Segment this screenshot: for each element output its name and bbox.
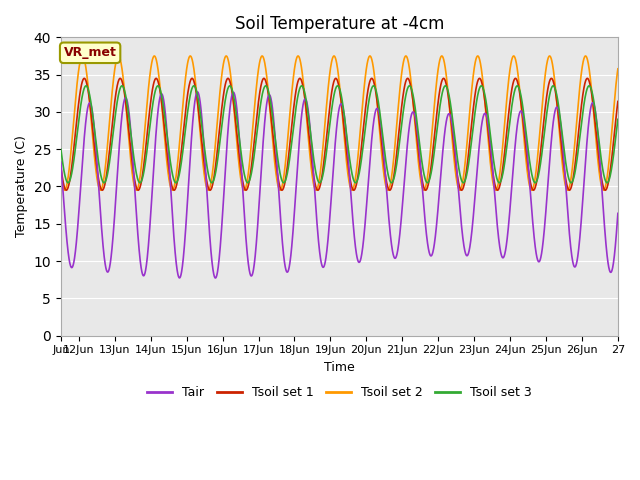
Line: Tair: Tair xyxy=(61,92,618,278)
Line: Tsoil set 3: Tsoil set 3 xyxy=(61,86,618,183)
Text: VR_met: VR_met xyxy=(64,46,116,60)
Tsoil set 2 xyxy=(614,66,621,72)
Tair xyxy=(57,159,65,165)
Tsoil set 1 xyxy=(543,90,551,96)
Tair xyxy=(212,275,220,281)
Tsoil set 3 xyxy=(543,107,551,112)
Y-axis label: Temperature (C): Temperature (C) xyxy=(15,135,28,238)
Tsoil set 2 xyxy=(604,173,611,179)
Tair xyxy=(295,142,303,148)
Tsoil set 2 xyxy=(57,175,65,180)
Tair xyxy=(193,89,201,95)
Tsoil set 3 xyxy=(154,83,161,89)
X-axis label: Time: Time xyxy=(324,361,355,374)
Tsoil set 3 xyxy=(118,83,126,89)
Tsoil set 3 xyxy=(295,89,303,95)
Legend: Tair, Tsoil set 1, Tsoil set 2, Tsoil set 3: Tair, Tsoil set 1, Tsoil set 2, Tsoil se… xyxy=(142,381,537,404)
Line: Tsoil set 2: Tsoil set 2 xyxy=(61,56,618,190)
Tsoil set 2 xyxy=(154,63,161,69)
Tsoil set 3 xyxy=(531,180,539,186)
Tair xyxy=(604,254,611,260)
Tair xyxy=(543,190,551,195)
Title: Soil Temperature at -4cm: Soil Temperature at -4cm xyxy=(235,15,444,33)
Tsoil set 2 xyxy=(295,54,303,60)
Tair xyxy=(120,97,128,103)
Tsoil set 1 xyxy=(120,90,128,96)
Tair xyxy=(154,113,161,119)
Tsoil set 1 xyxy=(614,98,621,104)
Tsoil set 3 xyxy=(271,131,278,137)
Tsoil set 3 xyxy=(121,88,129,94)
Tsoil set 1 xyxy=(604,184,611,190)
Tsoil set 2 xyxy=(564,187,572,193)
Tsoil set 3 xyxy=(57,146,65,152)
Tsoil set 3 xyxy=(604,180,611,186)
Tsoil set 2 xyxy=(271,157,278,163)
Tsoil set 1 xyxy=(271,148,278,154)
Tsoil set 1 xyxy=(57,164,65,170)
Tsoil set 2 xyxy=(543,60,551,65)
Line: Tsoil set 1: Tsoil set 1 xyxy=(61,78,618,190)
Tsoil set 1 xyxy=(134,187,142,193)
Tsoil set 1 xyxy=(548,75,556,81)
Tair xyxy=(271,131,278,137)
Tsoil set 2 xyxy=(294,53,302,59)
Tsoil set 1 xyxy=(295,76,303,82)
Tsoil set 2 xyxy=(120,87,128,93)
Tsoil set 3 xyxy=(614,117,621,122)
Tsoil set 1 xyxy=(154,77,161,83)
Tair xyxy=(614,210,621,216)
